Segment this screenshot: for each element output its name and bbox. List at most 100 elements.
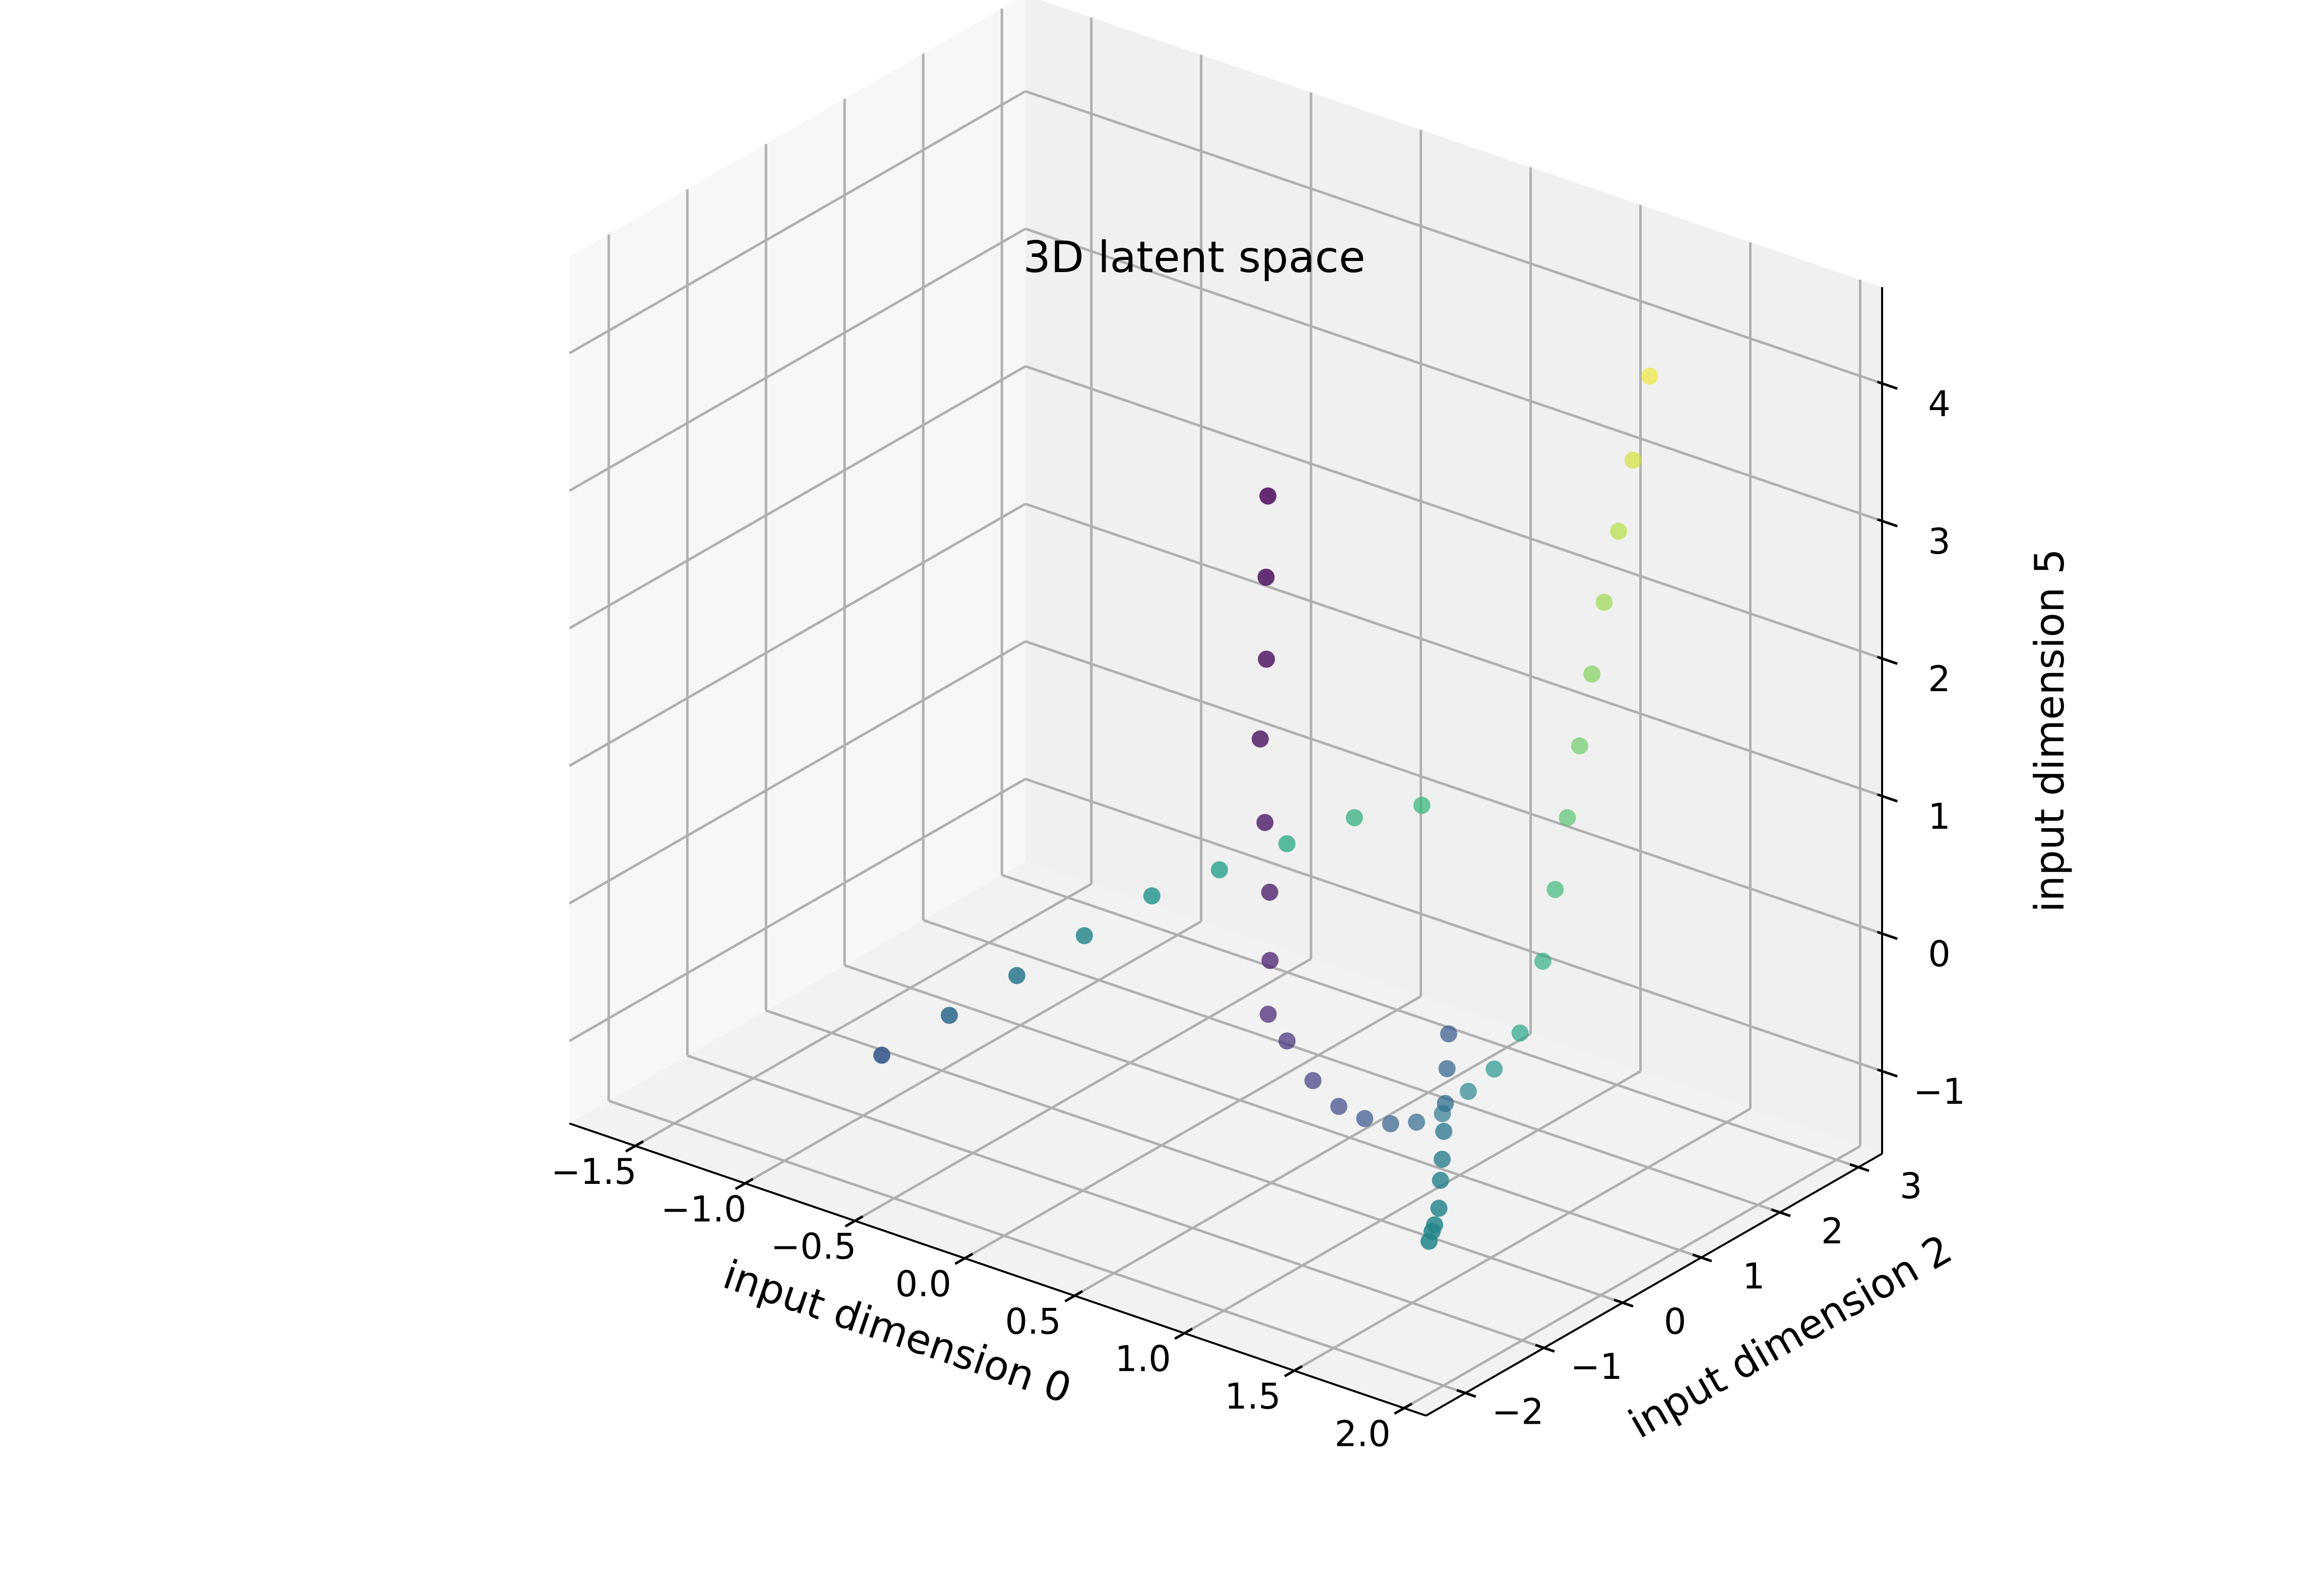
data-point (1440, 1025, 1457, 1043)
y-tick (1535, 1344, 1555, 1353)
z-tick-label: 3 (1928, 521, 1951, 562)
tick-marks (625, 380, 1898, 1415)
back-pane (1025, 0, 1882, 1154)
z-gridline-back (1025, 640, 1883, 935)
data-point (1259, 487, 1277, 505)
z-tick (1877, 1068, 1898, 1078)
x-tick-label: 1.5 (1224, 1376, 1280, 1417)
data-point (940, 1007, 958, 1024)
data-point (1258, 650, 1275, 668)
data-point (1486, 1060, 1503, 1078)
x-tick-label: 1.0 (1115, 1339, 1171, 1380)
x-gridline-floor (744, 920, 1202, 1185)
data-point (1143, 887, 1160, 905)
data-point (1511, 1024, 1529, 1042)
gridlines (568, 8, 1883, 1410)
y-axis-line (1426, 1153, 1883, 1417)
x-tick-label: −0.5 (770, 1226, 856, 1268)
x-tick-label: 2.0 (1334, 1413, 1390, 1454)
z-tick-label: 2 (1928, 658, 1951, 700)
y-tick-label: −2 (1492, 1391, 1544, 1433)
x-gridline-floor (634, 883, 1092, 1147)
data-point (1459, 1083, 1477, 1100)
axis-panes (569, 0, 1882, 1416)
x-tick (1174, 1327, 1193, 1340)
data-point (1435, 1122, 1453, 1140)
x-tick (1284, 1365, 1303, 1377)
data-point (873, 1046, 890, 1064)
x-gridline-floor (854, 958, 1312, 1222)
chart-title: 3D latent space (1023, 232, 1365, 283)
data-point (1583, 666, 1601, 683)
data-point (1438, 1060, 1456, 1078)
x-tick-label: −1.5 (551, 1151, 636, 1192)
data-point (1008, 967, 1025, 984)
data-points (873, 367, 1658, 1250)
data-point (1278, 1032, 1296, 1050)
data-point (1330, 1098, 1347, 1115)
data-point (1304, 1072, 1322, 1089)
data-point (1259, 1006, 1277, 1023)
data-point (1534, 953, 1552, 970)
y-tick-label: 0 (1664, 1301, 1687, 1342)
left-pane (569, 0, 1025, 1123)
x-tick-label: −1.0 (661, 1188, 746, 1230)
y-tick (1614, 1298, 1634, 1308)
data-point (1571, 737, 1588, 755)
data-point (1256, 814, 1274, 831)
x-tick (1394, 1402, 1413, 1415)
x-gridline-floor (1074, 1032, 1531, 1297)
z-tick-label: 0 (1928, 934, 1951, 975)
floor-pane (569, 861, 1882, 1416)
z-gridline-back (1025, 777, 1883, 1073)
x-gridline-floor (1294, 1107, 1751, 1372)
data-point (1624, 451, 1642, 469)
z-gridline-left (568, 90, 1026, 355)
y-tick-label: −1 (1571, 1346, 1623, 1387)
y-tick (1771, 1208, 1791, 1218)
y-tick (1692, 1253, 1712, 1262)
z-tick (1877, 793, 1898, 803)
data-point (1641, 367, 1658, 385)
z-gridline-left (568, 365, 1026, 630)
data-point (1278, 835, 1296, 852)
y-tick-label: 2 (1821, 1211, 1844, 1252)
data-point (1413, 796, 1431, 814)
data-point (1559, 809, 1576, 826)
data-point (1421, 1232, 1438, 1250)
x-tick (1064, 1290, 1083, 1303)
data-point (1610, 522, 1628, 540)
z-tick (1877, 655, 1898, 665)
data-point (1356, 1110, 1374, 1127)
x-tick-label: 0.5 (1005, 1301, 1061, 1342)
data-point (1546, 881, 1564, 898)
data-point (1261, 884, 1278, 901)
data-point (1408, 1113, 1426, 1131)
y-tick-label: 3 (1900, 1165, 1922, 1207)
z-gridline-left (568, 227, 1026, 492)
z-gridline-left (568, 502, 1026, 767)
data-point (1432, 1171, 1449, 1189)
y-gridline-floor (923, 919, 1780, 1214)
x-tick (954, 1252, 974, 1265)
y-tick (1456, 1388, 1476, 1398)
z-gridline-back (1025, 90, 1883, 385)
z-tick-label: 1 (1928, 796, 1951, 837)
z-gridline-left (568, 640, 1026, 905)
data-point (1345, 809, 1363, 826)
data-point (1382, 1115, 1399, 1133)
y-gridline-floor (844, 964, 1702, 1259)
x-tick (845, 1215, 864, 1228)
z-tick-label: 4 (1928, 383, 1951, 425)
x-tick-label: 0.0 (895, 1264, 951, 1305)
z-tick (1877, 380, 1898, 390)
data-point (1210, 861, 1228, 879)
y-gridline-floor (1001, 874, 1859, 1169)
z-tick-label: −1 (1913, 1071, 1965, 1112)
z-gridline-back (1025, 502, 1883, 797)
y-tick (1849, 1163, 1869, 1172)
y-gridline-floor (608, 1099, 1466, 1394)
x-gridline-floor (1403, 1145, 1861, 1410)
z-gridline-back (1025, 227, 1883, 522)
